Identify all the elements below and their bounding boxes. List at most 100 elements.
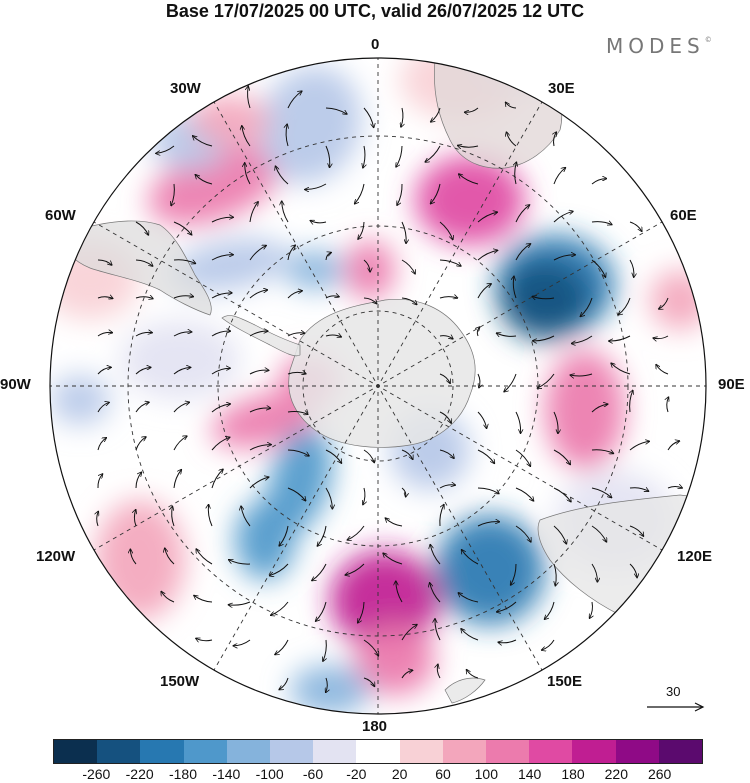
- wind-vector: [135, 297, 153, 299]
- wind-vector: [287, 411, 308, 414]
- colorbar-ticks: -260 -220 -180 -140 -100 -60 -20 20 60 100 140 180 2…: [0, 766, 750, 783]
- wind-vector: [477, 373, 480, 388]
- wind-vector: [464, 107, 479, 112]
- wind-vector: [211, 469, 223, 489]
- wind-vector: [325, 449, 342, 463]
- reference-vector-label: 30: [666, 684, 681, 699]
- colorbar-cell: [658, 740, 703, 763]
- wind-vector: [249, 202, 258, 223]
- wind-vector: [363, 487, 365, 505]
- wind-vector: [477, 284, 491, 299]
- wind-vector: [249, 245, 266, 261]
- lon-label-150e: 150E: [547, 673, 583, 690]
- wind-vector: [541, 639, 555, 650]
- wind-vector: [287, 291, 302, 299]
- wind-vector: [553, 525, 567, 544]
- wind-vector: [401, 449, 413, 460]
- colorbar-cell: [97, 740, 141, 763]
- wind-vector: [323, 639, 327, 661]
- wind-vector: [249, 408, 271, 413]
- wind-vector: [401, 221, 406, 244]
- lon-label-0: 0: [371, 36, 380, 53]
- wind-vector: [135, 367, 151, 375]
- wind-vector: [591, 487, 612, 498]
- wind-vector: [211, 437, 230, 451]
- wind-vector: [97, 511, 99, 527]
- wind-vector: [554, 132, 557, 147]
- wind-vector: [172, 506, 175, 527]
- wind-vector: [347, 525, 365, 540]
- lon-label-120e: 120E: [677, 548, 713, 565]
- wind-vector: [173, 332, 192, 337]
- wind-vector: [249, 331, 268, 337]
- wind-vector: [287, 372, 306, 374]
- wind-vector: [229, 560, 251, 565]
- wind-vector: [591, 179, 607, 185]
- wind-vector: [580, 297, 593, 317]
- wind-vector: [363, 677, 375, 687]
- modes-logo: MODES©: [606, 34, 712, 58]
- wind-vector: [553, 255, 575, 261]
- wind-vector: [506, 132, 517, 147]
- wind-vector: [287, 333, 305, 337]
- wind-vector: [326, 677, 328, 693]
- wind-vector: [401, 670, 413, 679]
- wind-vector: [156, 145, 175, 153]
- wind-vector: [477, 212, 498, 223]
- colorbar-cell: [529, 740, 573, 763]
- lon-label-30w: 30W: [170, 80, 201, 97]
- wind-vector: [228, 601, 251, 605]
- wind-vector: [325, 252, 331, 261]
- colorbar-tick-label: -20: [346, 766, 367, 782]
- wind-vector: [345, 563, 365, 575]
- wind-vector: [173, 296, 194, 298]
- wind-vector: [275, 166, 289, 185]
- wind-vector: [553, 168, 566, 185]
- colorbar: [53, 739, 703, 764]
- colorbar-tick-label: 140: [517, 766, 542, 782]
- wind-vector: [458, 593, 479, 603]
- colorbar-cell: [399, 740, 443, 763]
- wind-vector: [97, 402, 109, 413]
- colorbar-cell: [226, 740, 271, 763]
- wind-vector: [173, 436, 187, 451]
- south-america-landmass: [59, 220, 212, 316]
- wind-vector: [553, 487, 571, 502]
- wind-vector: [249, 290, 268, 299]
- wind-vector: [173, 221, 192, 235]
- wind-vector: [363, 145, 365, 168]
- wind-vector: [515, 244, 531, 261]
- wind-vector: [135, 402, 149, 413]
- wind-vector: [618, 297, 631, 315]
- wind-vector: [97, 438, 107, 451]
- wind-vector: [196, 549, 213, 565]
- wind-vector: [325, 107, 347, 114]
- wind-vector: [358, 221, 365, 239]
- wind-vector: [544, 601, 555, 619]
- wind-vector: [385, 518, 403, 527]
- wind-vector: [135, 221, 149, 235]
- wind-vector: [439, 504, 444, 527]
- wind-vector: [553, 449, 570, 465]
- wind-vector: [211, 255, 233, 261]
- wind-vector: [196, 638, 213, 641]
- wind-vector: [667, 397, 669, 413]
- colorbar-cell: [54, 740, 98, 763]
- wind-vector: [459, 174, 479, 185]
- colorbar-tick-label: 180: [561, 766, 585, 782]
- colorbar-tick-label: -260: [82, 766, 111, 782]
- streamlines: [97, 86, 683, 693]
- wind-vector: [97, 259, 112, 265]
- wind-vector: [511, 563, 517, 585]
- wind-vector: [515, 205, 530, 223]
- wind-vector: [505, 102, 517, 109]
- wind-vector: [477, 327, 479, 337]
- colorbar-tick-label: -100: [255, 766, 284, 782]
- wind-vector: [591, 449, 614, 454]
- wind-vector: [439, 449, 454, 459]
- colorbar-tick-label: -220: [125, 766, 154, 782]
- wind-vector: [515, 411, 521, 434]
- brand-name: MODES: [606, 34, 705, 58]
- wind-vector: [430, 183, 441, 204]
- wind-vector: [233, 639, 251, 646]
